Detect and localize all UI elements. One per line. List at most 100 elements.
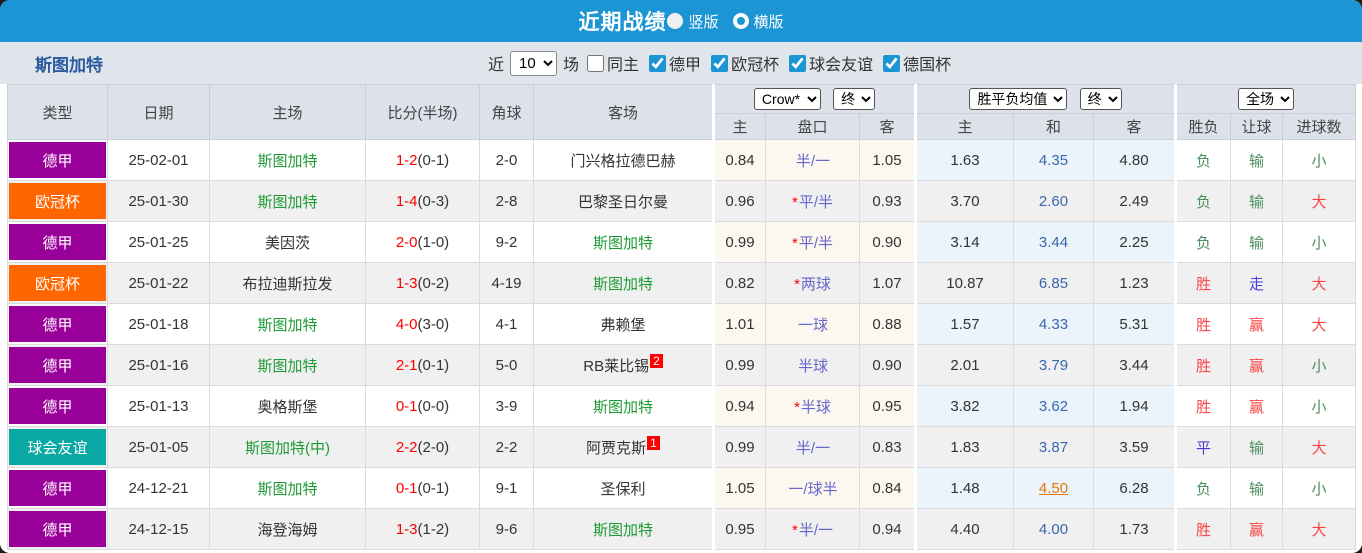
league-filter-friendly-checkbox[interactable] — [789, 54, 807, 72]
away-team-rank-badge: 1 — [647, 436, 660, 450]
home-team: 斯图加特 — [209, 139, 366, 181]
corners: 2-0 — [479, 139, 534, 181]
recent-count-select[interactable]: 10 — [510, 50, 558, 76]
win-odds: 10.87 — [914, 262, 1015, 304]
asian-away-odds: 0.93 — [858, 180, 917, 222]
league-filter-ucl-label[interactable]: 欧冠杯 — [731, 57, 780, 74]
asian-handicap: *平/半 — [765, 180, 860, 222]
home-team: 美因茨 — [209, 221, 366, 263]
asian-home-odds: 0.82 — [712, 262, 766, 304]
title-bar: 近期战绩 竖版 横版 — [0, 0, 1362, 42]
average-odds-time-select[interactable]: 终 — [1079, 88, 1122, 110]
vertical-layout-label[interactable]: 竖版 — [688, 13, 719, 31]
score: 0-1(0-1) — [365, 467, 480, 509]
asian-away-odds: 0.90 — [858, 221, 917, 263]
away-team: 斯图加特 — [533, 221, 714, 263]
result-wdl: 胜 — [1174, 385, 1232, 427]
away-team: 斯图加特 — [533, 508, 714, 550]
lose-odds: 6.28 — [1093, 467, 1177, 509]
lose-odds: 2.25 — [1093, 221, 1177, 263]
recent-label: 近 — [488, 57, 505, 74]
away-team-rank-badge: 2 — [650, 354, 663, 368]
asian-odds-group-header: Crow* 终 — [711, 84, 917, 114]
corners: 9-6 — [479, 508, 534, 550]
lose-odds: 1.73 — [1093, 508, 1177, 550]
same-home-label[interactable]: 同主 — [607, 57, 640, 74]
result-goals: 大 — [1282, 303, 1357, 345]
home-team: 斯图加特 — [209, 303, 366, 345]
win-odds: 1.83 — [914, 426, 1015, 468]
league-filter-bundesliga-checkbox[interactable] — [649, 54, 667, 72]
horizontal-layout-label[interactable]: 横版 — [753, 13, 784, 31]
lose-odds: 1.94 — [1093, 385, 1177, 427]
corners: 9-1 — [479, 467, 534, 509]
match-scope-select[interactable]: 全场 — [1238, 88, 1295, 110]
asian-away-odds: 0.95 — [858, 385, 917, 427]
league-badge: 欧冠杯 — [9, 183, 106, 219]
league-filter-dfb-pokal-checkbox[interactable] — [883, 54, 901, 72]
asian-home-odds: 0.99 — [712, 344, 766, 386]
horizontal-layout-radio[interactable] — [732, 13, 749, 29]
result-handicap: 赢 — [1230, 303, 1284, 345]
result-wdl: 负 — [1174, 180, 1232, 222]
league-badge: 德甲 — [9, 470, 106, 506]
asian-handicap: *半/一 — [765, 508, 860, 550]
asian-handicap: 一球 — [765, 303, 860, 345]
result-wdl: 负 — [1174, 467, 1232, 509]
league-badge: 德甲 — [9, 224, 106, 260]
result-handicap: 赢 — [1230, 508, 1284, 550]
league-badge: 欧冠杯 — [9, 265, 106, 301]
corners: 5-0 — [479, 344, 534, 386]
league-filter-dfb-pokal-label[interactable]: 德国杯 — [903, 57, 952, 74]
vertical-layout-radio[interactable] — [667, 13, 684, 29]
same-home-checkbox[interactable] — [587, 54, 605, 72]
league-filter-ucl-checkbox[interactable] — [711, 54, 729, 72]
corners: 4-1 — [479, 303, 534, 345]
average-odds-select[interactable]: 胜平负均值 — [969, 88, 1068, 110]
bookmaker-select[interactable]: Crow* — [753, 88, 821, 110]
asian-handicap: 一/球半 — [765, 467, 860, 509]
asian-handicap: *平/半 — [765, 221, 860, 263]
asian-home-odds: 0.84 — [712, 139, 766, 181]
league-filter-friendly-label[interactable]: 球会友谊 — [809, 57, 874, 74]
win-odds: 1.63 — [914, 139, 1015, 181]
league-filter-bundesliga-label[interactable]: 德甲 — [669, 57, 702, 74]
score: 2-1(0-1) — [365, 344, 480, 386]
asian-odds-time-select[interactable]: 终 — [833, 88, 876, 110]
away-team: 弗赖堡 — [533, 303, 714, 345]
draw-odds-changed[interactable]: 4.50 — [1013, 467, 1095, 509]
away-team: 斯图加特 — [533, 262, 714, 304]
asian-home-odds: 1.01 — [712, 303, 766, 345]
col-header-asian-home: 主 — [712, 113, 766, 140]
average-odds-group-header: 胜平负均值 终 — [914, 84, 1177, 114]
col-header-odds-home: 主 — [914, 113, 1015, 140]
draw-odds: 6.85 — [1013, 262, 1095, 304]
result-handicap: 赢 — [1230, 385, 1284, 427]
match-date: 25-01-18 — [107, 303, 210, 345]
result-goals: 大 — [1282, 426, 1357, 468]
draw-odds: 4.33 — [1013, 303, 1095, 345]
lose-odds: 2.49 — [1093, 180, 1177, 222]
league-badge: 球会友谊 — [9, 429, 106, 465]
home-team: 斯图加特(中) — [209, 426, 366, 468]
table-row: 球会友谊 25-01-05 斯图加特(中) 2-2(2-0) 2-2 阿贾克斯 1… — [7, 426, 1357, 468]
filter-controls: 近 10 场 同主 德甲 欧冠杯 球会友谊 德国杯 — [488, 42, 953, 84]
draw-odds: 3.44 — [1013, 221, 1095, 263]
match-date: 25-01-25 — [107, 221, 210, 263]
win-odds: 1.57 — [914, 303, 1015, 345]
result-handicap: 输 — [1230, 467, 1284, 509]
result-handicap: 走 — [1230, 262, 1284, 304]
away-team: 斯图加特 — [533, 385, 714, 427]
col-header-result-wdl: 胜负 — [1174, 113, 1232, 140]
result-goals: 小 — [1282, 385, 1357, 427]
corners: 3-9 — [479, 385, 534, 427]
match-date: 24-12-21 — [107, 467, 210, 509]
asian-handicap: 半球 — [765, 344, 860, 386]
result-wdl: 胜 — [1174, 344, 1232, 386]
result-handicap: 输 — [1230, 426, 1284, 468]
result-group-header: 全场 — [1174, 84, 1357, 114]
result-goals: 大 — [1282, 262, 1357, 304]
win-odds: 3.14 — [914, 221, 1015, 263]
match-date: 25-01-30 — [107, 180, 210, 222]
asian-away-odds: 0.90 — [858, 344, 917, 386]
